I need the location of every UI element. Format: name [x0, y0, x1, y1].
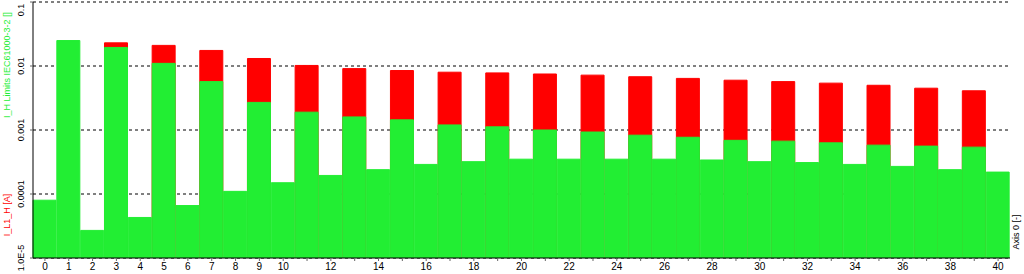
svg-text:4: 4	[137, 261, 143, 272]
svg-text:0.01: 0.01	[16, 57, 26, 75]
svg-text:32: 32	[802, 261, 814, 272]
svg-text:I_L1_H [A]: I_L1_H [A]	[8, 194, 12, 237]
svg-text:24: 24	[611, 261, 623, 272]
svg-text:30: 30	[754, 261, 766, 272]
svg-text:18: 18	[468, 261, 480, 272]
svg-text:9: 9	[257, 261, 263, 272]
svg-text:3: 3	[114, 261, 120, 272]
svg-text:6: 6	[185, 261, 191, 272]
svg-text:20: 20	[516, 261, 528, 272]
svg-text:34: 34	[850, 261, 862, 272]
svg-text:0: 0	[42, 261, 48, 272]
svg-text:26: 26	[659, 261, 671, 272]
svg-text:1: 1	[66, 261, 72, 272]
svg-text:0.0001: 0.0001	[16, 180, 26, 208]
svg-text:36: 36	[897, 261, 909, 272]
svg-text:40: 40	[993, 261, 1005, 272]
svg-text:0.001: 0.001	[16, 119, 26, 142]
svg-text:14: 14	[373, 261, 385, 272]
svg-text:1.0E-5: 1.0E-5	[16, 245, 26, 272]
svg-text:8: 8	[233, 261, 239, 272]
svg-text:16: 16	[421, 261, 433, 272]
svg-text:5: 5	[161, 261, 167, 272]
svg-text:I_H Limits IEC61000-3-2 []: I_H Limits IEC61000-3-2 []	[8, 12, 12, 118]
svg-text:28: 28	[707, 261, 719, 272]
svg-text:22: 22	[564, 261, 576, 272]
svg-text:2: 2	[90, 261, 96, 272]
svg-text:12: 12	[325, 261, 337, 272]
svg-text:10: 10	[278, 261, 290, 272]
svg-text:Axis 0 [-]: Axis 0 [-]	[1011, 214, 1016, 249]
svg-text:0.1: 0.1	[16, 4, 26, 17]
svg-text:38: 38	[945, 261, 957, 272]
svg-text:7: 7	[209, 261, 215, 272]
